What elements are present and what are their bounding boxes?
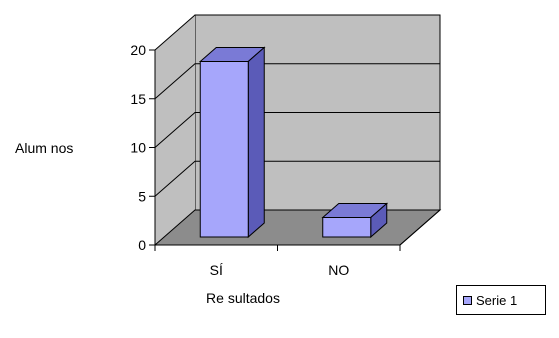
x-tick-label: SÍ [210,262,223,278]
bar-side [247,46,265,239]
y-tick-label: 5 [138,188,146,204]
x-axis-ticks: SÍ NO [154,245,401,278]
gridline [154,112,440,148]
legend: Serie 1 [456,285,546,315]
bar-front [199,61,249,238]
gridline [154,63,440,100]
x-axis-title: Re sultados [206,290,280,306]
y-tick-label: 0 [138,237,146,253]
y-tick-label: 15 [130,91,146,107]
y-axis-title: Alum nos [15,140,73,156]
legend-label: Serie 1 [476,292,518,308]
bar [321,202,389,239]
y-tick-label: 10 [130,140,146,156]
y-tick-label: 20 [130,42,146,58]
gridline [154,14,440,51]
chart-floor [153,209,442,246]
bar [198,46,266,239]
gridline [154,160,440,197]
y-axis-ticks: 0 5 10 15 20 [130,42,155,253]
floor-edge [399,209,441,246]
bars [198,46,389,239]
gridlines [154,14,440,197]
x-tick-label: NO [328,262,349,278]
bar-front [322,217,372,238]
legend-swatch [463,295,472,305]
